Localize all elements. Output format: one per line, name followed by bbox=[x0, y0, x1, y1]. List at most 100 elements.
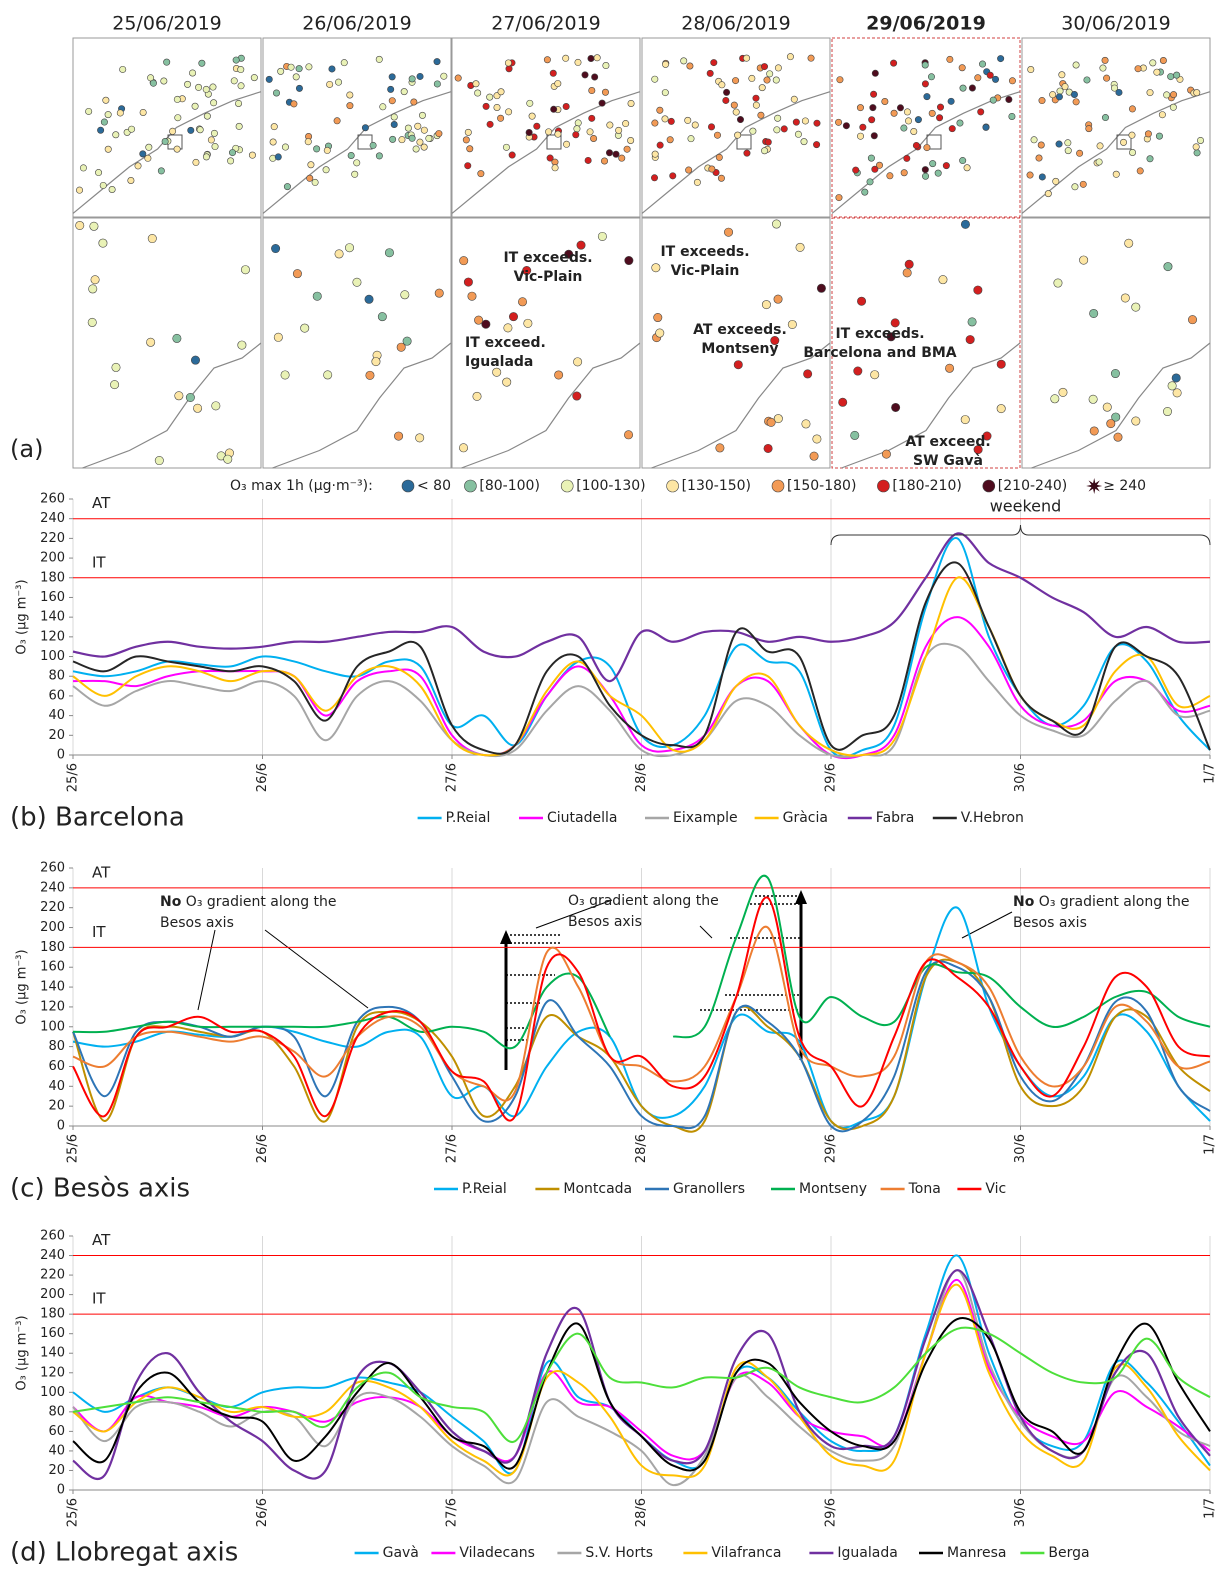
station-dot bbox=[75, 220, 85, 230]
station-dot bbox=[313, 145, 321, 153]
station-dot bbox=[562, 54, 570, 62]
station-dot bbox=[1096, 142, 1104, 150]
station-dot bbox=[938, 275, 948, 285]
x-tick-label: 30/6 bbox=[1013, 1498, 1028, 1527]
station-dot bbox=[859, 123, 867, 131]
station-dot bbox=[210, 99, 218, 107]
station-dot bbox=[967, 317, 977, 327]
legend-label: Fabra bbox=[876, 810, 915, 826]
station-dot bbox=[365, 370, 375, 380]
station-dot bbox=[723, 88, 731, 96]
station-dot bbox=[597, 231, 607, 241]
station-dot bbox=[1120, 293, 1130, 303]
legend-label: [180-210) bbox=[892, 478, 961, 494]
station-dot bbox=[774, 114, 782, 122]
station-dot bbox=[900, 169, 908, 177]
station-dot bbox=[346, 102, 354, 110]
station-dot bbox=[147, 234, 157, 244]
annotation-bold: No bbox=[1013, 894, 1035, 910]
station-dot bbox=[435, 130, 443, 138]
station-dot bbox=[1064, 147, 1072, 155]
station-dot bbox=[328, 65, 336, 73]
station-dot bbox=[680, 57, 688, 65]
station-dot bbox=[198, 59, 206, 67]
y-tick-label: 0 bbox=[57, 1119, 65, 1134]
station-dot bbox=[958, 64, 966, 72]
station-dot bbox=[800, 138, 808, 146]
legend-label: Eixample bbox=[673, 810, 738, 826]
station-dot bbox=[420, 126, 428, 134]
station-dot bbox=[195, 83, 203, 91]
station-dot bbox=[408, 75, 416, 83]
station-dot bbox=[651, 119, 659, 127]
station-dot bbox=[749, 127, 757, 135]
station-dot bbox=[1050, 394, 1060, 404]
station-dot bbox=[937, 103, 945, 111]
station-dot bbox=[333, 117, 341, 125]
map-annotation: AT exceed. bbox=[905, 434, 990, 450]
station-dot bbox=[973, 285, 983, 295]
y-tick-label: 20 bbox=[48, 1463, 65, 1478]
station-dot bbox=[1144, 130, 1152, 138]
x-tick-label: 28/6 bbox=[634, 763, 649, 792]
station-dot bbox=[667, 117, 675, 125]
station-dot bbox=[816, 283, 826, 293]
station-dot bbox=[801, 117, 809, 125]
station-dot bbox=[1061, 83, 1069, 91]
station-dot bbox=[185, 392, 195, 402]
x-tick-label: 26/6 bbox=[255, 1134, 270, 1163]
legend-label: V.Hebron bbox=[961, 810, 1024, 826]
weekend-bracket bbox=[830, 524, 1211, 546]
station-dot bbox=[112, 131, 120, 139]
station-dot bbox=[1030, 136, 1038, 144]
station-dot bbox=[418, 111, 426, 119]
panel-label: (b) Barcelona bbox=[10, 803, 185, 833]
station-dot bbox=[351, 170, 359, 178]
station-dot bbox=[1110, 369, 1120, 379]
station-dot bbox=[232, 56, 240, 64]
station-dot bbox=[1008, 112, 1016, 120]
station-dot bbox=[960, 219, 970, 229]
station-dot bbox=[467, 291, 477, 301]
station-dot bbox=[623, 145, 631, 153]
x-tick-label: 30/6 bbox=[1013, 1134, 1028, 1163]
station-dot bbox=[528, 112, 536, 120]
station-dot bbox=[416, 138, 424, 146]
station-dot bbox=[163, 58, 171, 66]
station-dot bbox=[584, 156, 592, 164]
station-dot bbox=[369, 141, 377, 149]
station-dot bbox=[412, 145, 420, 153]
station-dot bbox=[576, 240, 586, 250]
station-dot bbox=[174, 114, 182, 122]
y-tick-label: 0 bbox=[57, 748, 65, 763]
station-dot bbox=[384, 248, 394, 258]
station-dot bbox=[563, 140, 571, 148]
annotation: Besos axis bbox=[568, 914, 642, 930]
map-annotation: IT exceeds. bbox=[835, 326, 924, 342]
station-dot bbox=[977, 108, 985, 116]
map-frame bbox=[1021, 217, 1211, 469]
station-dot bbox=[591, 73, 599, 81]
station-dot bbox=[533, 122, 541, 130]
station-dot bbox=[250, 74, 258, 82]
y-tick-label: 80 bbox=[48, 669, 65, 684]
station-dot bbox=[340, 59, 348, 67]
reference-label: IT bbox=[92, 1290, 106, 1308]
station-dot bbox=[871, 165, 879, 173]
station-dot bbox=[910, 127, 918, 135]
station-dot bbox=[730, 101, 738, 109]
y-tick-label: 140 bbox=[40, 610, 65, 625]
station-dot bbox=[211, 401, 221, 411]
station-dot bbox=[686, 62, 694, 70]
y-tick-label: 200 bbox=[40, 551, 65, 566]
station-dot bbox=[573, 357, 583, 367]
station-dot bbox=[715, 153, 723, 161]
legend-label: [100-130) bbox=[576, 478, 645, 494]
station-dot bbox=[590, 135, 598, 143]
station-dot bbox=[1188, 315, 1198, 325]
map-date: 26/06/2019 bbox=[302, 13, 412, 35]
y-axis-label: O₃ (µg m⁻³) bbox=[15, 579, 30, 654]
station-dot bbox=[807, 54, 815, 62]
station-dot bbox=[1052, 177, 1060, 185]
legend-label: [80-100) bbox=[479, 478, 540, 494]
